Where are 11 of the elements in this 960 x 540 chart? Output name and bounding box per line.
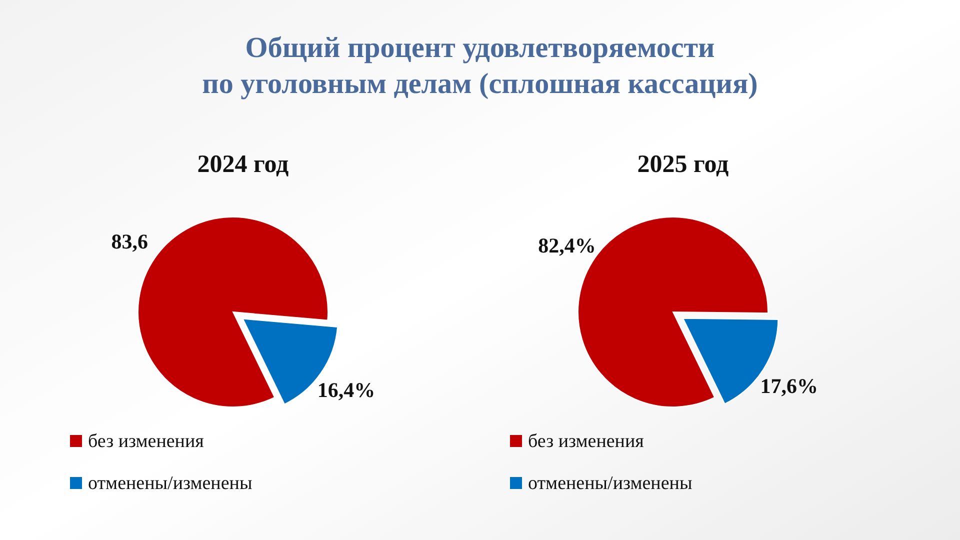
data-label: 16,4% [317, 378, 376, 402]
data-label: 82,4% [538, 233, 596, 258]
data-label: 17,6% [760, 374, 818, 398]
chart-subtitle: 2024 год [197, 151, 290, 178]
legend-label: отменены/изменены [88, 473, 252, 494]
legend-label: без изменения [88, 431, 204, 452]
chart-subtitle: 2025 год [637, 151, 730, 178]
legend-label: отменены/изменены [528, 473, 692, 494]
legend-label: без изменения [528, 431, 644, 452]
data-label: 83,6 [111, 229, 148, 254]
text: Общий процент удовлетворяемости по уголовным делам (сплошная кассация) [202, 32, 758, 100]
